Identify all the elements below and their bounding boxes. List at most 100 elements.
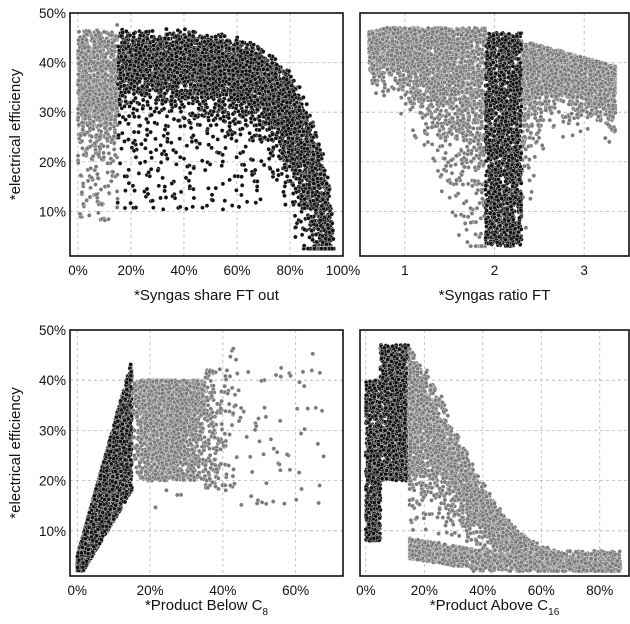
data-point	[96, 115, 102, 120]
data-point	[104, 136, 110, 141]
data-point	[277, 139, 282, 145]
data-point	[76, 78, 81, 83]
data-point	[91, 97, 96, 102]
data-point	[91, 39, 97, 45]
data-point	[133, 95, 138, 101]
data-point	[75, 153, 81, 158]
data-point	[82, 113, 88, 118]
data-point	[109, 137, 115, 143]
data-point	[114, 22, 120, 28]
data-point	[206, 118, 211, 123]
data-point	[178, 124, 183, 129]
data-point	[97, 36, 103, 42]
data-point	[109, 95, 115, 101]
data-point	[82, 132, 88, 137]
data-point	[301, 95, 306, 100]
data-point	[82, 45, 88, 51]
data-point	[93, 182, 98, 187]
data-point	[108, 121, 113, 127]
data-point	[182, 116, 187, 121]
data-point	[215, 113, 220, 118]
data-point	[105, 144, 110, 149]
data-point	[98, 64, 104, 69]
data-point	[100, 97, 105, 102]
data-point	[98, 129, 104, 134]
data-point	[152, 109, 157, 114]
data-point	[95, 53, 100, 58]
data-point	[81, 201, 86, 207]
data-point	[283, 202, 288, 207]
data-point	[84, 37, 89, 43]
data-point	[169, 140, 174, 145]
data-point	[98, 187, 104, 192]
data-point	[114, 205, 120, 210]
data-point	[92, 108, 97, 114]
data-point	[80, 86, 86, 91]
data-point	[187, 120, 193, 125]
data-point	[93, 147, 98, 152]
data-point	[109, 32, 114, 38]
data-point	[76, 122, 82, 128]
data-point	[86, 102, 92, 108]
data-point	[76, 72, 81, 77]
data-point	[240, 126, 245, 131]
data-point	[97, 134, 103, 140]
data-point	[87, 92, 93, 97]
data-point	[80, 40, 85, 45]
data-point	[182, 123, 187, 129]
data-point	[106, 183, 111, 189]
data-point	[293, 234, 298, 240]
data-point	[101, 143, 106, 149]
data-point	[111, 147, 117, 152]
data-point	[92, 114, 98, 120]
data-point	[95, 171, 100, 177]
data-point	[75, 48, 81, 54]
data-point	[249, 110, 255, 115]
data-point	[103, 71, 108, 77]
data-point	[97, 144, 102, 150]
data-point	[109, 178, 114, 184]
data-point	[115, 196, 120, 202]
data-point	[171, 116, 177, 122]
data-point	[144, 127, 150, 132]
data-point	[80, 146, 85, 151]
data-point	[226, 115, 232, 121]
data-point	[114, 189, 120, 194]
data-point	[112, 130, 118, 135]
data-point	[214, 122, 219, 128]
data-point	[85, 97, 91, 103]
data-point	[283, 180, 288, 185]
data-point	[106, 39, 111, 44]
data-point	[126, 113, 132, 119]
data-point	[79, 120, 85, 125]
data-point	[83, 78, 89, 83]
data-point	[213, 34, 218, 39]
data-point	[105, 63, 111, 68]
data-point	[131, 129, 137, 135]
data-point	[109, 52, 115, 57]
data-point	[330, 221, 335, 226]
data-point	[301, 243, 307, 248]
data-point	[148, 106, 153, 111]
data-point	[102, 54, 108, 60]
data-point	[248, 119, 254, 125]
data-point	[90, 154, 96, 159]
data-point	[79, 138, 85, 144]
data-point	[83, 68, 88, 74]
data-point	[77, 211, 83, 217]
data-point	[76, 88, 82, 93]
data-point	[100, 74, 105, 80]
data-point	[281, 189, 286, 195]
data-point	[304, 101, 309, 107]
data-point	[78, 173, 83, 178]
data-point	[101, 150, 106, 156]
data-point	[95, 99, 101, 104]
data-point	[219, 128, 225, 133]
data-point	[114, 105, 120, 111]
data-point	[190, 29, 196, 34]
data-point	[105, 170, 110, 175]
data-point	[290, 199, 296, 205]
data-point	[110, 40, 115, 46]
data-point	[147, 88, 152, 93]
